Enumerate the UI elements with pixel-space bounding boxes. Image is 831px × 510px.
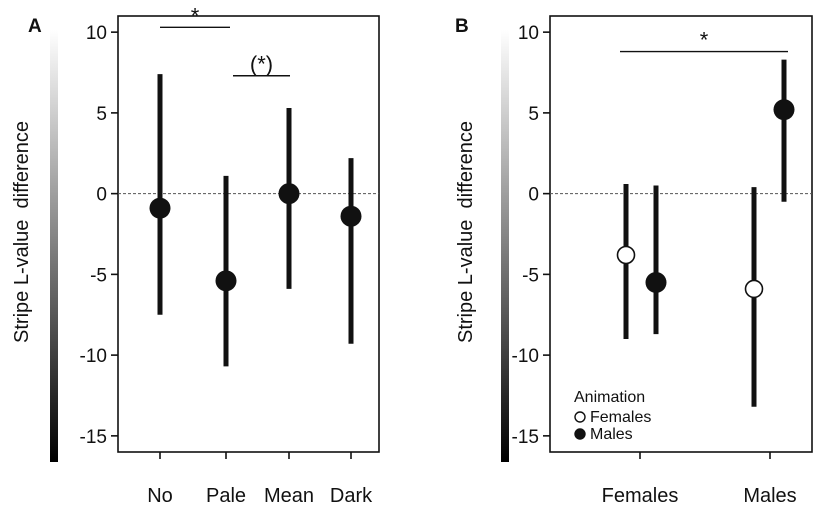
y-tick-label: 5 bbox=[528, 104, 539, 125]
legend-marker bbox=[574, 428, 586, 440]
data-point bbox=[773, 99, 795, 121]
significance-label: * bbox=[191, 3, 200, 28]
data-point bbox=[744, 279, 764, 299]
y-axis-label: Stripe L-value difference bbox=[455, 121, 477, 343]
panel-label: B bbox=[455, 16, 469, 37]
x-tick-label: Dark bbox=[330, 485, 373, 507]
plot-frame bbox=[549, 15, 813, 453]
y-tick-label: -10 bbox=[512, 346, 539, 367]
data-point bbox=[616, 245, 636, 265]
x-tick-label: Pale bbox=[206, 485, 246, 507]
x-tick-label: Females bbox=[602, 485, 679, 507]
y-tick-label: -5 bbox=[522, 265, 539, 286]
y-gradient-bar bbox=[501, 30, 509, 462]
y-tick-label: 10 bbox=[86, 23, 107, 44]
y-tick-label: -15 bbox=[80, 427, 107, 448]
panel-label: A bbox=[28, 16, 42, 37]
y-tick-label: -15 bbox=[512, 427, 539, 448]
data-point bbox=[149, 197, 171, 219]
legend-entry-label: Males bbox=[590, 426, 633, 443]
y-tick-label: -10 bbox=[80, 346, 107, 367]
panel-a: A Stripe L-value difference 10 5 0 -5 -10 -15 No… bbox=[11, 3, 380, 507]
legend-entry-label: Females bbox=[590, 409, 651, 426]
legend-marker bbox=[574, 411, 586, 423]
y-tick-label: -5 bbox=[90, 265, 107, 286]
data-point bbox=[278, 183, 300, 205]
data-point bbox=[215, 270, 237, 292]
y-axis-label: Stripe L-value difference bbox=[11, 121, 33, 343]
y-gradient-bar bbox=[50, 30, 58, 462]
y-tick-label: 0 bbox=[528, 185, 539, 206]
y-tick-label: 0 bbox=[96, 185, 107, 206]
y-tick-label: 5 bbox=[96, 104, 107, 125]
plot-frame bbox=[117, 15, 380, 453]
panel-b: B Stripe L-value difference 10 5 0 -5 -10 -15 Fe… bbox=[455, 15, 813, 507]
significance-label: * bbox=[700, 28, 709, 53]
x-tick-label: Males bbox=[743, 485, 796, 507]
significance-label: (*) bbox=[250, 52, 273, 77]
x-tick-label: Mean bbox=[264, 485, 314, 507]
legend-title: Animation bbox=[574, 389, 645, 406]
data-point bbox=[645, 271, 667, 293]
data-point bbox=[340, 205, 362, 227]
x-tick-label: No bbox=[147, 485, 173, 507]
y-tick-label: 10 bbox=[518, 23, 539, 44]
